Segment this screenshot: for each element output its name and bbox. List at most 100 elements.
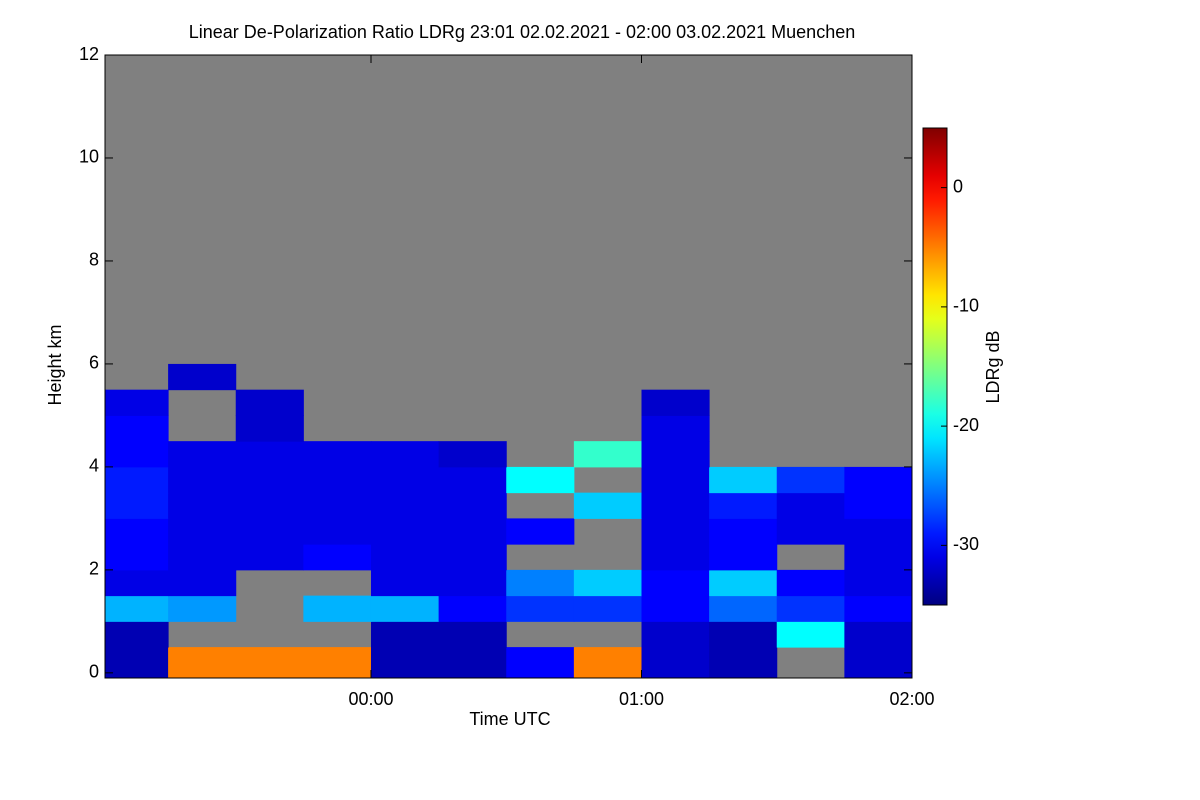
heatmap-cell	[303, 518, 372, 545]
heatmap-cell	[776, 621, 845, 648]
heatmap-cell	[641, 492, 710, 519]
heatmap-cell	[844, 492, 913, 519]
heatmap-cell	[370, 595, 440, 622]
chart-title: Linear De-Polarization Ratio LDRg 23:01 …	[189, 22, 855, 42]
heatmap-cell	[641, 441, 710, 468]
heatmap-cell	[105, 621, 169, 648]
heatmap-cell	[303, 544, 372, 571]
heatmap-cell	[641, 544, 710, 571]
colorbar-tick-label: -20	[953, 415, 979, 435]
heatmap-cell	[105, 544, 169, 571]
heatmap-cell	[105, 415, 169, 442]
heatmap-cell	[438, 518, 507, 545]
heatmap-cell	[844, 647, 913, 679]
heatmap-cell	[370, 544, 440, 571]
heatmap-cell	[709, 544, 778, 571]
heatmap-cell	[641, 647, 710, 679]
heatmap-cell	[438, 544, 507, 571]
heatmap-cell	[168, 441, 237, 468]
heatmap-cell	[844, 544, 913, 571]
y-tick-label: 8	[89, 250, 99, 270]
y-tick-label: 6	[89, 353, 99, 373]
heatmap-cell	[709, 621, 778, 648]
colorbar-tick-label: -10	[953, 296, 979, 316]
heatmap-cell	[641, 518, 710, 545]
heatmap-cell	[370, 492, 440, 519]
heatmap-cell	[168, 595, 237, 622]
heatmap-cell	[235, 415, 304, 442]
heatmap-cell	[506, 518, 575, 545]
heatmap-cell	[641, 389, 710, 416]
heatmap-cell	[641, 621, 710, 648]
x-tick-label: 01:00	[619, 689, 664, 709]
y-tick-label: 2	[89, 559, 99, 579]
heatmap-cell	[105, 389, 169, 416]
heatmap-cell	[506, 569, 575, 597]
heatmap-cell	[168, 363, 237, 391]
heatmap-cell	[168, 544, 237, 571]
heatmap-cell	[303, 647, 372, 679]
heatmap-cell	[235, 518, 304, 545]
heatmap-cell	[303, 441, 372, 468]
heatmap-cell	[105, 492, 169, 519]
heatmap-cell	[844, 569, 913, 597]
x-axis-label: Time UTC	[469, 709, 550, 729]
heatmap-cell	[438, 647, 507, 679]
heatmap-cell	[506, 647, 575, 679]
x-tick-label: 02:00	[889, 689, 934, 709]
heatmap-cell	[844, 466, 913, 494]
x-tick-label: 00:00	[348, 689, 393, 709]
heatmap-cell	[709, 647, 778, 679]
heatmap-cell	[303, 492, 372, 519]
y-tick-label: 4	[89, 456, 99, 476]
heatmap-cell	[438, 569, 507, 597]
colorbar-tick-label: 0	[953, 176, 963, 196]
heatmap-cell	[709, 595, 778, 622]
heatmap-cell	[438, 621, 507, 648]
heatmap-cell	[844, 621, 913, 648]
heatmap-cell	[506, 466, 575, 494]
heatmap-cell	[709, 492, 778, 519]
heatmap-cell	[506, 595, 575, 622]
heatmap-cell	[641, 466, 710, 494]
heatmap-cell	[370, 569, 440, 597]
heatmap-cell	[776, 466, 845, 494]
heatmap-cell	[573, 647, 642, 679]
heatmap-cell	[370, 647, 440, 679]
heatmap-cell	[370, 621, 440, 648]
heatmap-cell	[641, 415, 710, 442]
heatmap-cell	[709, 518, 778, 545]
heatmap-cell	[573, 441, 642, 468]
heatmap-cell	[105, 647, 169, 679]
y-tick-label: 12	[79, 44, 99, 64]
heatmap-cell	[438, 492, 507, 519]
heatmap-cell	[776, 492, 845, 519]
y-tick-label: 0	[89, 662, 99, 682]
colorbar	[922, 127, 948, 606]
heatmap-cell	[776, 569, 845, 597]
heatmap-cell	[105, 595, 169, 622]
heatmap-cell	[105, 466, 169, 494]
y-tick-label: 10	[79, 147, 99, 167]
y-axis-label: Height km	[45, 324, 65, 405]
plot-frame	[104, 54, 913, 679]
heatmap-cell	[105, 518, 169, 545]
heatmap-cell	[844, 518, 913, 545]
heatmap-cell	[235, 647, 304, 679]
heatmap-cell	[776, 518, 845, 545]
heatmap-cell	[168, 647, 237, 679]
heatmap-cell	[641, 569, 710, 597]
heatmap-cell	[168, 569, 237, 597]
heatmap-cell	[168, 518, 237, 545]
heatmap-cell	[844, 595, 913, 622]
heatmap-cell	[573, 595, 642, 622]
heatmap-cell	[235, 389, 304, 416]
heatmap-cell	[235, 466, 304, 494]
heatmap-cell	[370, 518, 440, 545]
heatmap-cell	[776, 595, 845, 622]
heatmap-cell	[303, 466, 372, 494]
heatmap-cell	[168, 466, 237, 494]
heatmap-cell	[438, 466, 507, 494]
heatmap-cell	[303, 595, 372, 622]
